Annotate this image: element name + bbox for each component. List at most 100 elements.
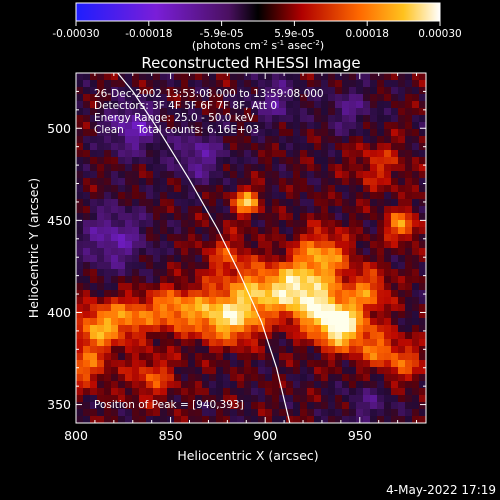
heatmap-cell xyxy=(76,360,84,368)
heatmap-cell xyxy=(118,409,126,417)
heatmap-cell xyxy=(139,213,147,221)
heatmap-cell xyxy=(286,122,294,130)
heatmap-cell xyxy=(146,255,154,263)
heatmap-cell xyxy=(139,332,147,340)
heatmap-cell xyxy=(272,374,280,382)
heatmap-cell xyxy=(160,374,168,382)
heatmap-cell xyxy=(419,164,426,172)
heatmap-cell xyxy=(83,108,91,116)
heatmap-cell xyxy=(223,325,231,333)
heatmap-cell xyxy=(412,297,420,305)
heatmap-cell xyxy=(272,234,280,242)
heatmap-cell xyxy=(146,220,154,228)
heatmap-cell xyxy=(384,234,392,242)
heatmap-cell xyxy=(230,80,238,88)
heatmap-cell xyxy=(167,185,175,193)
heatmap-cell xyxy=(356,297,364,305)
heatmap-cell xyxy=(118,283,126,291)
heatmap-cell xyxy=(209,157,217,165)
heatmap-cell xyxy=(146,409,154,417)
heatmap-cell xyxy=(391,199,399,207)
heatmap-cell xyxy=(293,150,301,158)
heatmap-cell xyxy=(174,87,182,95)
heatmap-cell xyxy=(321,129,329,137)
heatmap-cell xyxy=(370,269,378,277)
heatmap-cell xyxy=(398,157,406,165)
heatmap-cell xyxy=(139,115,147,123)
heatmap-cell xyxy=(125,402,133,410)
heatmap-cell xyxy=(174,395,182,403)
heatmap-cell xyxy=(335,269,343,277)
heatmap-cell xyxy=(125,367,133,375)
heatmap-cell xyxy=(230,416,238,423)
heatmap-cell xyxy=(230,332,238,340)
heatmap-cell xyxy=(279,185,287,193)
heatmap-cell xyxy=(356,248,364,256)
heatmap-cell xyxy=(244,318,252,326)
heatmap-cell xyxy=(300,367,308,375)
heatmap-cell xyxy=(209,241,217,249)
heatmap-cell xyxy=(328,157,336,165)
heatmap-cell xyxy=(356,87,364,95)
heatmap-cell xyxy=(342,185,350,193)
heatmap-cell xyxy=(111,262,119,270)
heatmap-cell xyxy=(265,199,273,207)
heatmap-cell xyxy=(125,290,133,298)
heatmap-cell xyxy=(174,150,182,158)
heatmap-cell xyxy=(300,255,308,263)
heatmap-cell xyxy=(237,213,245,221)
heatmap-cell xyxy=(384,304,392,312)
heatmap-cell xyxy=(314,164,322,172)
heatmap-cell xyxy=(328,234,336,242)
heatmap-cell xyxy=(314,73,322,81)
heatmap-cell xyxy=(195,318,203,326)
heatmap-cell xyxy=(321,171,329,179)
heatmap-cell xyxy=(251,290,259,298)
heatmap-cell xyxy=(90,150,98,158)
heatmap-cell xyxy=(139,157,147,165)
heatmap-cell xyxy=(83,297,91,305)
heatmap-cell xyxy=(293,248,301,256)
heatmap-cell xyxy=(370,136,378,144)
heatmap-cell xyxy=(76,115,84,123)
heatmap-cell xyxy=(398,416,406,423)
heatmap-cell xyxy=(188,171,196,179)
heatmap-cell xyxy=(314,395,322,403)
heatmap-cell xyxy=(391,213,399,221)
heatmap-cell xyxy=(174,311,182,319)
heatmap-cell xyxy=(363,416,371,423)
heatmap-cell xyxy=(272,269,280,277)
heatmap-cell xyxy=(153,332,161,340)
heatmap-cell xyxy=(412,353,420,361)
heatmap-cell xyxy=(111,122,119,130)
heatmap-cell xyxy=(356,346,364,354)
heatmap-cell xyxy=(363,353,371,361)
heatmap-cell xyxy=(237,122,245,130)
heatmap-cell xyxy=(265,227,273,235)
heatmap-cell xyxy=(146,402,154,410)
heatmap-cell xyxy=(153,416,161,423)
heatmap-cell xyxy=(118,325,126,333)
heatmap-cell xyxy=(328,360,336,368)
heatmap-cell xyxy=(342,409,350,417)
heatmap-cell xyxy=(104,157,112,165)
heatmap-cell xyxy=(419,283,426,291)
heatmap-cell xyxy=(398,311,406,319)
heatmap-cell xyxy=(321,164,329,172)
heatmap-cell xyxy=(118,346,126,354)
heatmap-cell xyxy=(384,199,392,207)
heatmap-cell xyxy=(363,227,371,235)
heatmap-cell xyxy=(279,367,287,375)
heatmap-cell xyxy=(314,360,322,368)
heatmap-cell xyxy=(398,339,406,347)
heatmap-cell xyxy=(307,255,315,263)
heatmap-cell xyxy=(363,304,371,312)
heatmap-cell xyxy=(160,318,168,326)
heatmap-cell xyxy=(104,325,112,333)
heatmap-cell xyxy=(83,136,91,144)
heatmap-cell xyxy=(125,339,133,347)
heatmap-cell xyxy=(118,402,126,410)
heatmap-cell xyxy=(202,367,210,375)
heatmap-cell xyxy=(146,262,154,270)
heatmap-cell xyxy=(342,367,350,375)
